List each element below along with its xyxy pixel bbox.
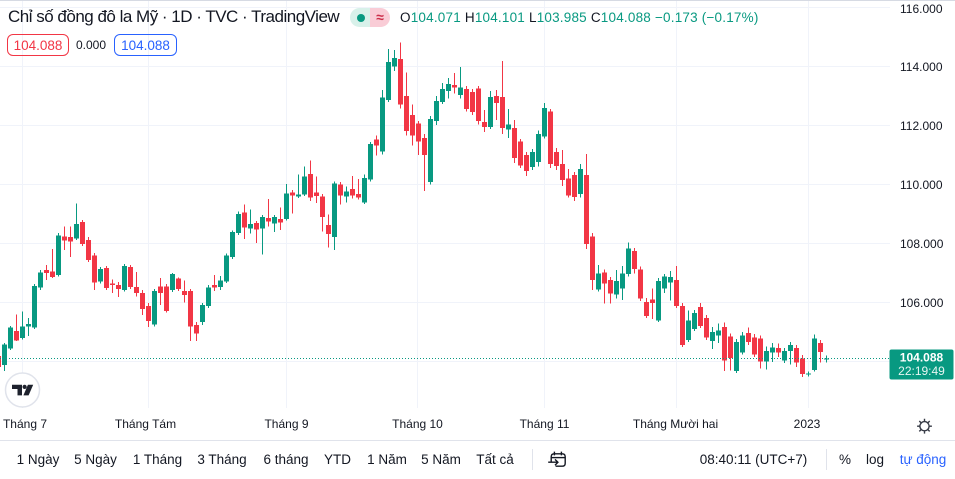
svg-text:22:19:49: 22:19:49 (898, 364, 945, 378)
svg-text:104.088: 104.088 (900, 351, 944, 365)
